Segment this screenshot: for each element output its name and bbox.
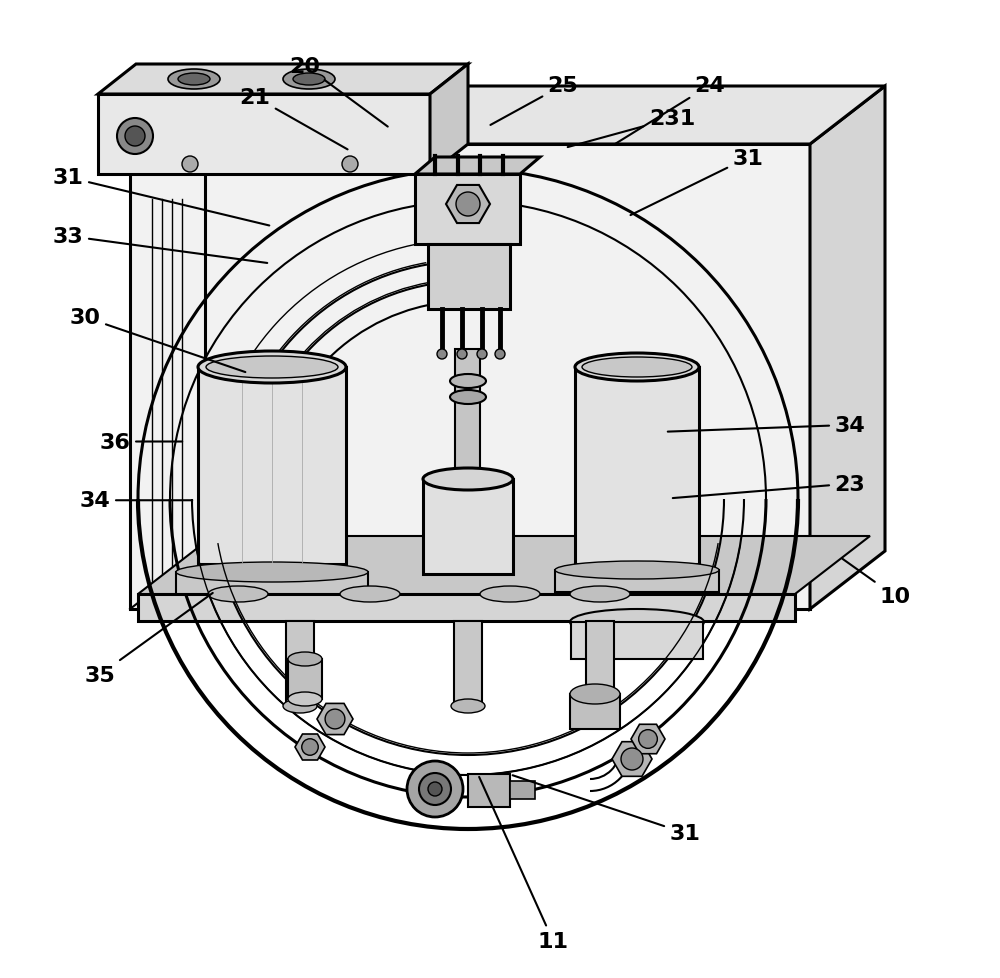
Polygon shape — [810, 87, 885, 609]
Ellipse shape — [288, 692, 322, 706]
Polygon shape — [446, 186, 490, 224]
Text: 30: 30 — [70, 308, 245, 373]
Text: 20: 20 — [290, 57, 388, 127]
Polygon shape — [468, 775, 510, 807]
Polygon shape — [286, 621, 314, 706]
Ellipse shape — [451, 699, 485, 713]
Circle shape — [125, 127, 145, 147]
Polygon shape — [98, 95, 430, 175]
Text: 36: 36 — [100, 432, 182, 452]
Polygon shape — [586, 621, 614, 706]
Ellipse shape — [283, 70, 335, 90]
Polygon shape — [571, 622, 703, 659]
Ellipse shape — [176, 562, 368, 583]
Ellipse shape — [575, 354, 699, 381]
Text: 231: 231 — [568, 110, 695, 148]
Text: 10: 10 — [842, 559, 911, 606]
Ellipse shape — [555, 561, 719, 579]
Ellipse shape — [583, 699, 617, 713]
Ellipse shape — [450, 390, 486, 405]
Ellipse shape — [575, 551, 699, 578]
Text: 23: 23 — [673, 474, 865, 499]
Ellipse shape — [423, 468, 513, 491]
Circle shape — [117, 119, 153, 155]
Circle shape — [495, 350, 505, 360]
Polygon shape — [98, 65, 468, 95]
Polygon shape — [198, 368, 346, 564]
Polygon shape — [288, 659, 322, 699]
Ellipse shape — [480, 587, 540, 602]
Polygon shape — [631, 725, 665, 754]
Ellipse shape — [293, 74, 325, 86]
Ellipse shape — [208, 587, 268, 602]
Ellipse shape — [283, 699, 317, 713]
Polygon shape — [555, 570, 719, 593]
Text: 31: 31 — [513, 776, 700, 843]
Polygon shape — [138, 595, 795, 621]
Circle shape — [456, 193, 480, 217]
Circle shape — [325, 709, 345, 730]
Polygon shape — [415, 157, 540, 175]
Text: 34: 34 — [668, 416, 865, 435]
Circle shape — [437, 350, 447, 360]
Text: 25: 25 — [490, 76, 578, 126]
Text: 31: 31 — [630, 149, 763, 216]
Ellipse shape — [340, 587, 400, 602]
Polygon shape — [454, 621, 482, 706]
Circle shape — [419, 774, 451, 805]
Polygon shape — [570, 694, 620, 730]
Ellipse shape — [178, 74, 210, 86]
Polygon shape — [575, 368, 699, 564]
Polygon shape — [428, 244, 510, 310]
Ellipse shape — [423, 563, 513, 586]
Circle shape — [621, 748, 643, 771]
Text: 31: 31 — [53, 168, 269, 226]
Polygon shape — [415, 175, 520, 244]
Circle shape — [639, 730, 657, 748]
Polygon shape — [295, 734, 325, 760]
Ellipse shape — [570, 587, 630, 602]
Circle shape — [302, 739, 318, 755]
Text: 35: 35 — [85, 594, 213, 685]
Polygon shape — [423, 479, 513, 574]
Ellipse shape — [450, 375, 486, 388]
Ellipse shape — [570, 685, 620, 704]
Ellipse shape — [570, 609, 704, 636]
Ellipse shape — [198, 549, 346, 580]
Circle shape — [477, 350, 487, 360]
Polygon shape — [176, 572, 368, 595]
Ellipse shape — [288, 652, 322, 666]
Text: 33: 33 — [53, 227, 267, 264]
Text: 21: 21 — [240, 88, 348, 151]
Text: 24: 24 — [614, 76, 725, 146]
Ellipse shape — [206, 357, 338, 378]
Ellipse shape — [582, 358, 692, 378]
Text: 11: 11 — [479, 778, 568, 951]
Polygon shape — [138, 537, 870, 595]
Polygon shape — [130, 87, 885, 145]
Circle shape — [182, 156, 198, 173]
Ellipse shape — [198, 352, 346, 383]
Circle shape — [428, 782, 442, 796]
Polygon shape — [317, 704, 353, 734]
Polygon shape — [510, 781, 535, 799]
Polygon shape — [130, 145, 810, 609]
Text: 34: 34 — [80, 491, 192, 511]
Circle shape — [342, 156, 358, 173]
Circle shape — [407, 761, 463, 818]
Polygon shape — [455, 350, 480, 479]
Polygon shape — [612, 742, 652, 777]
Circle shape — [457, 350, 467, 360]
Polygon shape — [430, 65, 468, 175]
Ellipse shape — [168, 70, 220, 90]
